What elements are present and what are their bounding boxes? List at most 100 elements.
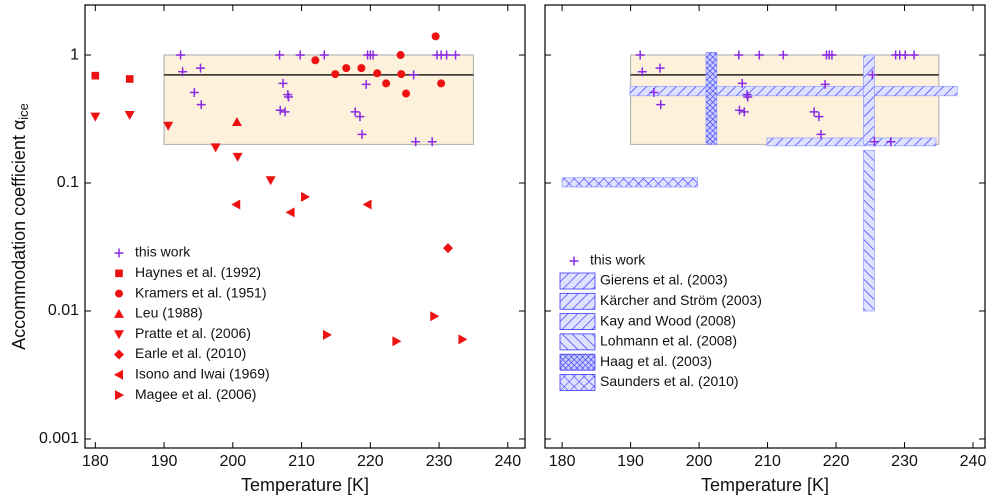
marker-triangle-left [231,199,241,210]
marker-circle [331,70,340,79]
marker-plus [278,78,288,88]
marker-plus [409,70,419,80]
marker-plus [754,50,764,60]
range-band [863,150,875,312]
marker-plus [355,112,365,122]
legend-label: this work [135,244,191,260]
marker-square [115,269,123,278]
x-tick-label: 180 [549,453,576,470]
marker-triangle-right [115,390,124,401]
marker-plus [295,50,305,60]
legend-label: Kärcher and Ström (2003) [600,292,762,308]
marker-triangle-up [114,308,124,318]
marker-plus [656,100,666,110]
marker-plus [411,137,421,147]
marker-plus [178,67,188,77]
marker-circle [396,51,405,60]
legend-swatch [559,353,596,371]
x-axis-title: Temperature [K] [701,475,829,495]
y-axis-title: Accommodation coefficient αice [9,103,32,350]
marker-triangle-down [232,152,243,162]
plot-frame [84,4,526,449]
x-tick-label: 200 [219,453,246,470]
marker-plus [635,50,645,60]
marker-circle [382,79,391,88]
marker-triangle-left [362,199,372,210]
marker-circle [357,64,366,73]
y-axis-title-main: Accommodation coefficient α [9,120,29,350]
legend-label: this work [590,252,646,268]
marker-plus [275,105,285,115]
legend-label: Lohmann et al. (2008) [600,333,737,349]
x-tick-label: 210 [754,453,781,470]
legend-label: Gierens et al. (2003) [600,272,728,288]
range-band [766,137,937,147]
marker-circle [397,70,406,79]
marker-triangle-right [323,329,332,340]
marker-plus [361,79,371,89]
marker-circle [373,69,382,78]
x-tick-label: 180 [82,453,109,470]
marker-plus [649,87,659,97]
marker-plus [114,248,124,258]
marker-plus [442,50,452,60]
marker-circle [402,89,411,98]
marker-triangle-down [210,143,221,153]
range-band [629,85,958,97]
marker-triangle-up [231,116,242,126]
marker-triangle-right [392,336,402,347]
marker-triangle-right [430,311,440,322]
range-band [705,52,718,145]
marker-plus [196,100,206,110]
marker-plus [569,256,579,266]
marker-triangle-right [301,191,310,202]
marker-plus [357,129,367,139]
x-tick-label: 190 [151,453,178,470]
marker-plus [909,50,919,60]
marker-triangle-left [114,369,123,380]
marker-square [91,71,100,80]
x-tick-label: 230 [426,453,453,470]
x-tick-label: 240 [960,453,987,470]
y-tick-label: 0.001 [39,430,79,447]
marker-plus [189,87,199,97]
marker-diamond [114,349,124,360]
legend-label: Kay and Wood (2008) [600,312,736,328]
marker-plus [820,79,830,89]
marker-plus [734,50,744,60]
marker-circle [431,32,440,41]
marker-plus [739,107,749,117]
marker-plus [743,92,753,102]
marker-triangle-down [265,176,276,186]
legend-swatch [559,374,596,391]
marker-triangle-right [458,334,468,345]
marker-triangle-down [163,121,174,131]
marker-circle [342,64,351,73]
marker-plus [451,50,461,60]
range-band [863,54,875,145]
legend-label: Haag et al. (2003) [600,353,712,369]
plot-frame [544,4,986,449]
marker-plus [814,112,824,122]
x-tick-label: 190 [617,453,644,470]
marker-plus [778,50,788,60]
legend-label: Earle et al. (2010) [135,345,246,361]
legend-label: Kramers et al. (1951) [135,284,267,300]
range-band [561,177,699,188]
x-tick-label: 220 [357,453,384,470]
marker-circle [115,289,123,298]
legend-label: Pratte et al. (2006) [135,325,251,341]
marker-plus [427,137,437,147]
legend-swatch [559,313,596,331]
marker-triangle-down [114,330,124,340]
marker-circle [311,56,320,65]
marker-triangle-down [124,110,135,120]
marker-plus [275,50,285,60]
legend-label: Saunders et al. (2010) [600,373,739,389]
legend-label: Haynes et al. (1992) [135,264,261,280]
legend-label: Magee et al. (2006) [135,386,256,402]
x-axis-title: Temperature [K] [241,475,369,495]
marker-plus [280,107,290,117]
marker-plus [176,50,186,60]
marker-square [125,75,134,83]
